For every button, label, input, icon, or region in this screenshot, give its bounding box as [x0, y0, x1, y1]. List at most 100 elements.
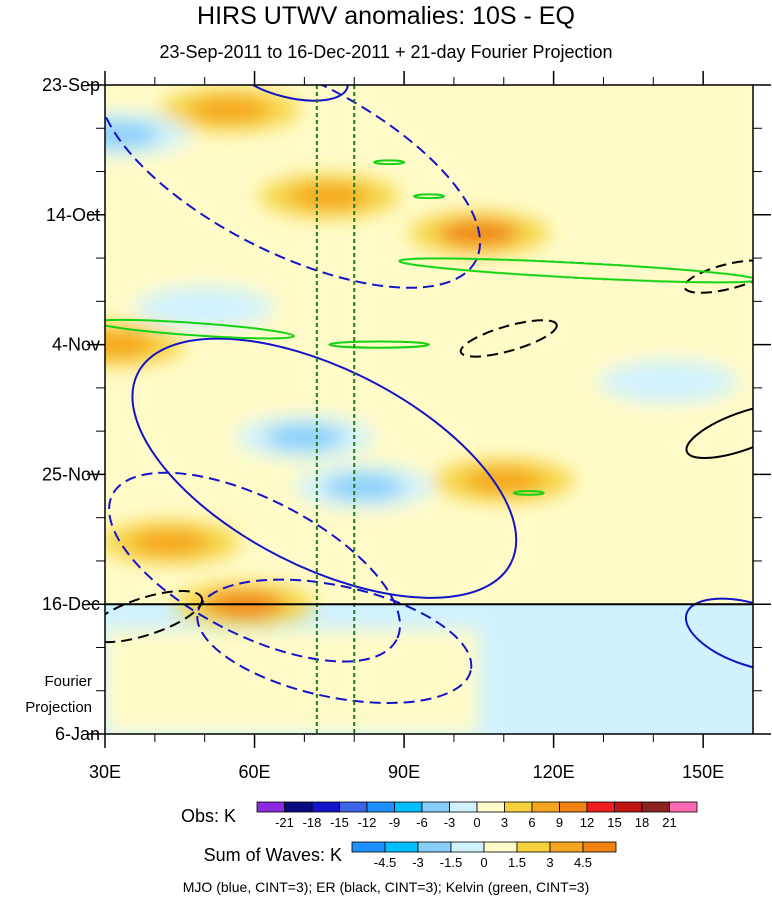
colorbar-tick-label: 9	[556, 815, 563, 830]
anomaly-blobs	[105, 87, 739, 627]
x-tick-label: 150E	[682, 762, 724, 782]
colorbar-tick-label: 21	[662, 815, 676, 830]
colorbar-tick-label: 3	[501, 815, 508, 830]
colorbar-swatch	[516, 841, 551, 853]
colorbar-tick-label: -1.5	[440, 855, 462, 870]
colorbar-swatch	[339, 801, 368, 813]
anomaly-feature	[105, 331, 155, 358]
projection-label-1: Fourier	[44, 673, 92, 690]
colorbar-tick-label: -12	[358, 815, 377, 830]
colorbar-swatch	[641, 801, 670, 813]
chart-title: HIRS UTWV anomalies: 10S - EQ	[197, 2, 575, 30]
wave-legend-footer: MJO (blue, CINT=3); ER (black, CINT=3); …	[183, 879, 590, 895]
kelvin-contour	[373, 159, 406, 166]
anomaly-feature	[628, 368, 709, 395]
colorbar-tick-label: -6	[416, 815, 428, 830]
mjo-contour	[131, 337, 518, 599]
colorbar-tick-label: -4.5	[374, 855, 396, 870]
colorbar-tick-label: 4.5	[574, 855, 592, 870]
colorbar-swatch	[366, 801, 395, 813]
mjo-contour	[230, 85, 349, 102]
mjo-contour	[684, 597, 753, 673]
x-tick-label: 120E	[533, 762, 575, 782]
colorbar-tick-label: 1.5	[508, 855, 526, 870]
colorbar-swatch	[582, 841, 617, 853]
colorbar-swatch	[421, 801, 450, 813]
obs-colorbar: -21 -18 -15 -12 -9 -6 -3 0 3 6 9 12 15 18 21 Obs: K	[181, 801, 698, 830]
plot-frame	[104, 84, 754, 735]
y-tick-label: 16-Dec	[42, 594, 100, 614]
x-tick-label: 90E	[388, 762, 420, 782]
colorbar-swatch	[476, 801, 505, 813]
projection-warm-region	[105, 629, 479, 734]
colorbar-swatch	[483, 841, 518, 853]
anomaly-feature	[264, 424, 345, 451]
colorbar-tick-label: 6	[528, 815, 535, 830]
x-tick-label: 60E	[239, 762, 271, 782]
colorbar-swatch	[449, 801, 478, 813]
x-tick-label: 30E	[89, 762, 121, 782]
colorbar-tick-label: -21	[275, 815, 294, 830]
colorbar-swatch	[284, 801, 313, 813]
colorbar-tick-label: 0	[473, 815, 480, 830]
colorbar-tick-label: 18	[635, 815, 649, 830]
wave-contours	[105, 85, 753, 704]
colorbar-swatch	[549, 841, 584, 853]
y-tick-label: 14-Oct	[46, 205, 100, 225]
colorbar-swatch	[256, 801, 285, 813]
y-tick-label: 4-Nov	[52, 335, 100, 355]
colorbar-swatch	[669, 801, 698, 813]
anomaly-feature	[289, 183, 370, 210]
colorbar-swatch	[531, 801, 560, 813]
colorbars: -21 -18 -15 -12 -9 -6 -3 0 3 6 9 12 15 18 21 Obs: K -4.5…	[181, 801, 698, 870]
colorbar-swatch	[450, 841, 485, 853]
colorbar-swatch	[351, 841, 386, 853]
anomaly-feature	[463, 467, 544, 494]
er-contour	[683, 259, 753, 294]
anomaly-feature	[105, 121, 160, 148]
y-tick-label: 25-Nov	[42, 464, 100, 484]
colorbar-label: Sum of Waves: K	[204, 845, 342, 865]
colorbar-tick-label: 0	[480, 855, 487, 870]
kelvin-contour	[105, 318, 296, 340]
colorbar-tick-label: -9	[389, 815, 401, 830]
er-contour	[459, 319, 558, 358]
kelvin-contour	[328, 340, 430, 349]
y-tick-label: 23-Sep	[42, 75, 100, 95]
colorbar-swatch	[614, 801, 643, 813]
colorbar-swatch	[394, 801, 423, 813]
anomaly-feature	[189, 96, 270, 123]
mjo-contour	[196, 578, 473, 704]
colorbar-swatch	[311, 801, 340, 813]
colorbar-tick-label: -3	[444, 815, 456, 830]
axes: 23-Sep 14-Oct 4-Nov 25-Nov 16-Dec 6-Jan 30E 60E…	[42, 71, 771, 782]
chart-subtitle: 23-Sep-2011 to 16-Dec-2011 + 21-day Four…	[159, 42, 613, 62]
y-tick-label: 6-Jan	[55, 724, 100, 744]
colorbar-label: Obs: K	[181, 806, 236, 826]
colorbar-tick-label: 12	[580, 815, 594, 830]
colorbar-tick-label: -18	[303, 815, 322, 830]
colorbar-swatch	[586, 801, 615, 813]
waves-colorbar: -4.5 -3 -1.5 0 1.5 3 4.5 Sum of Waves: K	[204, 841, 617, 870]
colorbar-tick-label: -15	[330, 815, 349, 830]
er-contour	[105, 590, 204, 644]
colorbar-swatch	[504, 801, 533, 813]
colorbar-swatch	[417, 841, 452, 853]
colorbar-tick-label: -3	[412, 855, 424, 870]
mjo-contour	[105, 85, 482, 289]
colorbar-swatch	[559, 801, 588, 813]
reference-longitudes	[315, 85, 356, 734]
colorbar-tick-label: 15	[607, 815, 621, 830]
anomaly-feature	[129, 529, 210, 556]
er-contour	[685, 403, 753, 460]
kelvin-contour	[398, 257, 753, 284]
anomaly-feature	[164, 294, 245, 321]
kelvin-contour	[512, 490, 545, 496]
kelvin-contour	[413, 193, 445, 200]
colorbar-tick-label: 3	[546, 855, 553, 870]
colorbar-swatch	[384, 841, 419, 853]
anomaly-feature	[324, 473, 405, 500]
mjo-contour	[108, 471, 401, 663]
projection-label-2: Projection	[25, 699, 92, 716]
